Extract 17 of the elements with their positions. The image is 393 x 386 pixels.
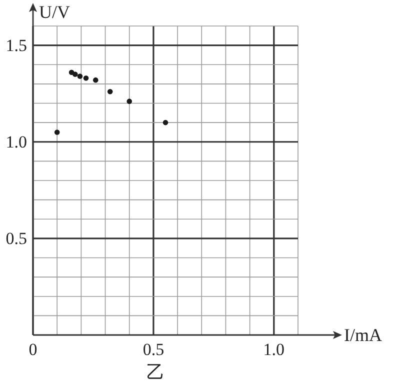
y-tick-label: 1.0 [6, 132, 27, 152]
x-tick-label: 0 [28, 340, 38, 360]
y-axis-title: U/V [39, 2, 70, 22]
point [126, 98, 132, 104]
point [83, 76, 89, 81]
point [107, 89, 113, 94]
point [77, 74, 83, 79]
x-tick-label: 0.5 [142, 340, 164, 360]
text: 乙 [146, 362, 164, 382]
x-tick-label: 1.0 [263, 340, 285, 360]
point [54, 130, 60, 135]
y-tick-label: 1.5 [6, 36, 27, 55]
x-axis-title: I/mA [344, 325, 382, 345]
point [72, 72, 78, 77]
point [92, 77, 98, 83]
point [162, 120, 168, 126]
y-tick-label: 0.5 [6, 228, 27, 248]
